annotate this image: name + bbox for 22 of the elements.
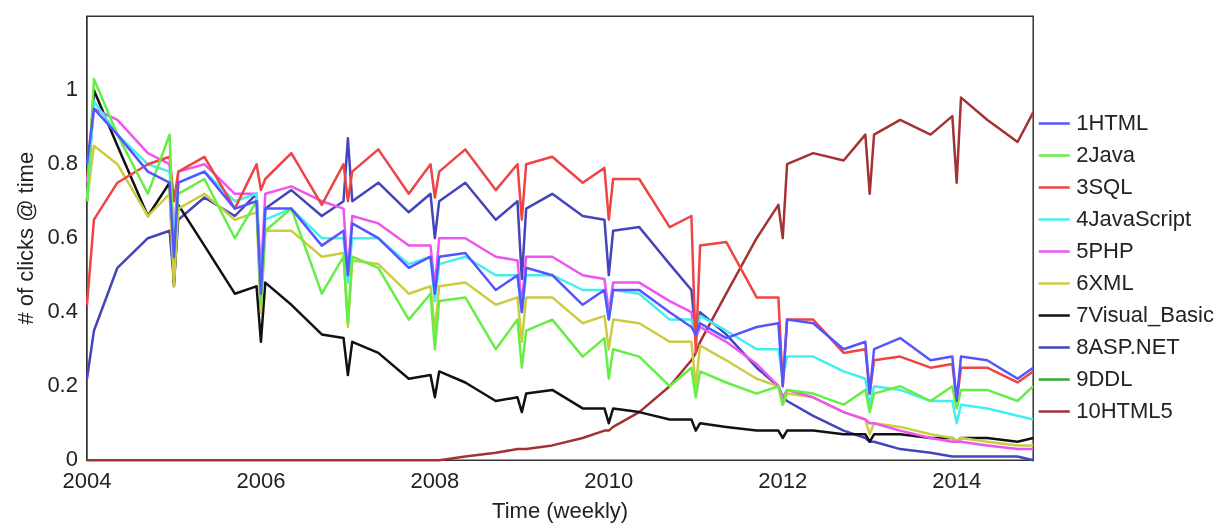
legend-label: 5PHP — [1076, 237, 1134, 263]
y-tick-label: 0.2 — [47, 372, 78, 398]
x-tick-label: 2006 — [236, 468, 286, 494]
legend-label: 8ASP.NET — [1076, 333, 1180, 359]
legend-label: 2Java — [1076, 141, 1136, 167]
legend-label: 9DDL — [1076, 365, 1133, 391]
x-tick-label: 2014 — [932, 468, 982, 494]
x-axis-title: Time (weekly) — [492, 497, 629, 523]
y-tick-label: 0.6 — [47, 224, 78, 250]
y-tick-label: 0.8 — [47, 150, 78, 176]
x-tick-label: 2008 — [410, 468, 460, 494]
legend-label: 6XML — [1076, 269, 1134, 295]
y-axis-title: # of clicks @ time — [13, 151, 39, 325]
x-tick-label: 2010 — [584, 468, 634, 494]
legend-label: 4JavaScript — [1076, 205, 1192, 231]
y-tick-label: 1 — [65, 76, 78, 102]
y-tick-label: 0.4 — [47, 298, 78, 324]
legend-label: 10HTML5 — [1076, 397, 1173, 423]
x-tick-label: 2012 — [758, 468, 808, 494]
legend-label: 7Visual_Basic — [1076, 301, 1215, 327]
legend-label: 3SQL — [1076, 173, 1133, 199]
legend-label: 1HTML — [1076, 109, 1149, 135]
